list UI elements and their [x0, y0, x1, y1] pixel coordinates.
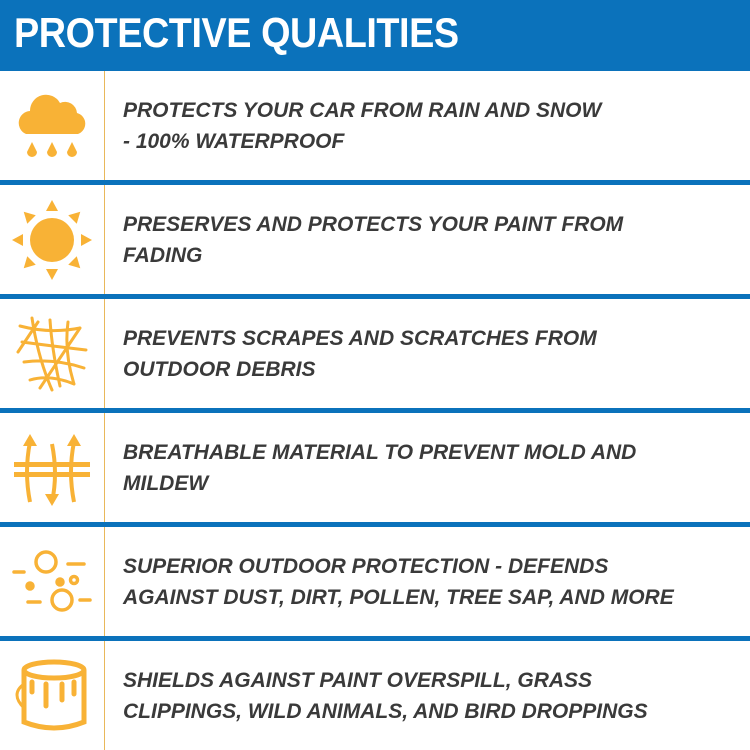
feature-row: PROTECTS YOUR CAR FROM RAIN AND SNOW - 1…	[0, 66, 750, 180]
feature-row: PRESERVES AND PROTECTS YOUR PAINT FROM F…	[0, 180, 750, 294]
feature-text: SHIELDS AGAINST PAINT OVERSPILL, GRASS C…	[123, 668, 648, 723]
breathable-arrows-icon	[0, 413, 105, 522]
feature-row: PREVENTS SCRAPES AND SCRATCHES FROM OUTD…	[0, 294, 750, 408]
dust-particles-icon	[0, 527, 105, 636]
feature-text: BREATHABLE MATERIAL TO PREVENT MOLD AND …	[123, 440, 637, 495]
feature-text: SUPERIOR OUTDOOR PROTECTION - DEFENDS AG…	[123, 554, 674, 609]
feature-row: SHIELDS AGAINST PAINT OVERSPILL, GRASS C…	[0, 636, 750, 750]
feature-text: PRESERVES AND PROTECTS YOUR PAINT FROM F…	[123, 212, 624, 267]
feature-row: SUPERIOR OUTDOOR PROTECTION - DEFENDS AG…	[0, 522, 750, 636]
page-title: PROTECTIVE QUALITIES	[14, 9, 459, 56]
feature-row: BREATHABLE MATERIAL TO PREVENT MOLD AND …	[0, 408, 750, 522]
feature-text: PREVENTS SCRAPES AND SCRATCHES FROM OUTD…	[123, 326, 597, 381]
cloud-rain-icon	[0, 71, 105, 180]
paint-bucket-icon	[0, 641, 105, 750]
scratch-mesh-icon	[0, 299, 105, 408]
header-banner: PROTECTIVE QUALITIES	[0, 0, 750, 66]
feature-text: PROTECTS YOUR CAR FROM RAIN AND SNOW - 1…	[123, 98, 602, 153]
sun-icon	[0, 185, 105, 294]
